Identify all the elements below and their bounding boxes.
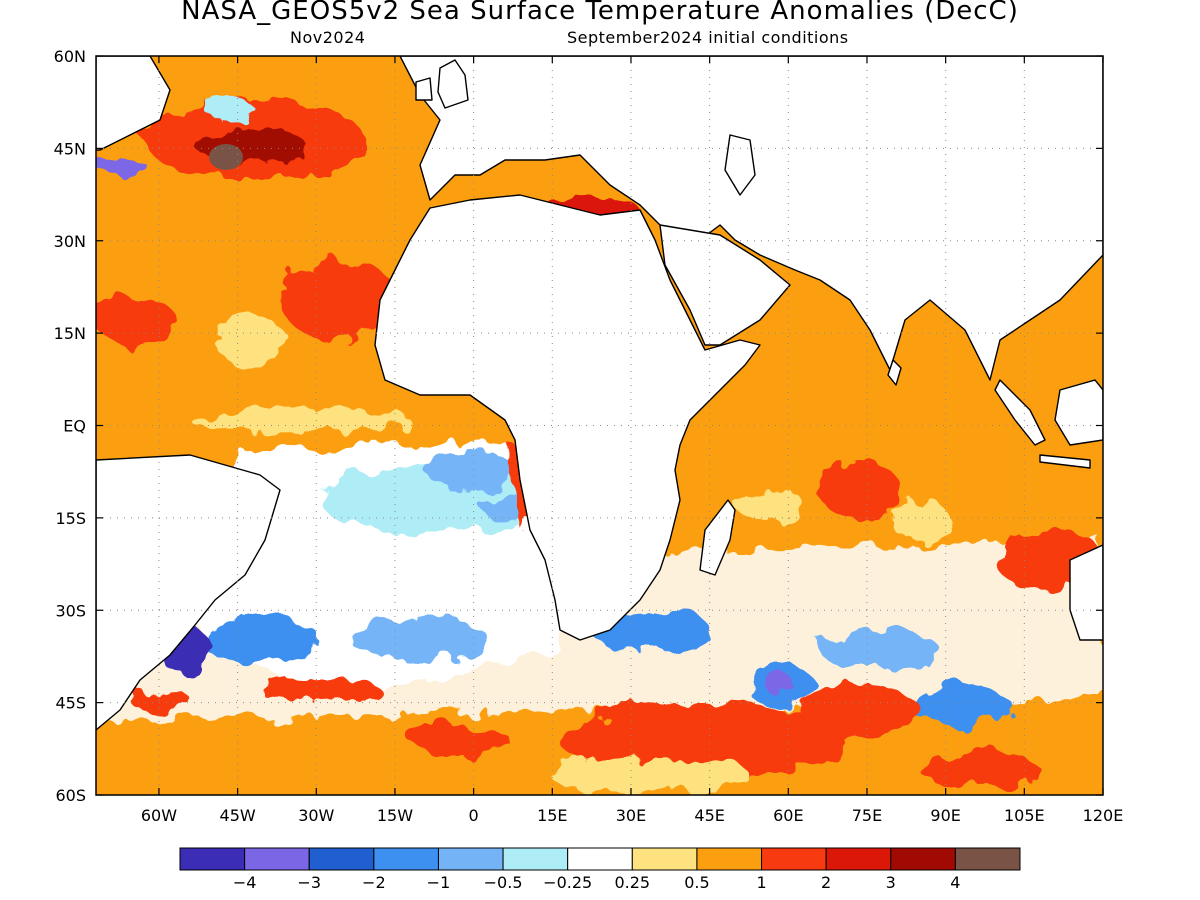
colorbar-label: 3 <box>886 873 896 892</box>
lat-tick-label: 45S <box>55 694 86 713</box>
lon-tick-label: 60E <box>773 806 803 825</box>
colorbar-swatch <box>954 847 1021 871</box>
colorbar-label: −3 <box>297 873 321 892</box>
colorbar-label: −2 <box>362 873 386 892</box>
caspian-sea <box>724 134 756 196</box>
australia-landmass <box>1069 544 1103 641</box>
south-america-landmass <box>96 454 281 731</box>
colorbar-label: 1 <box>756 873 766 892</box>
colorbar-swatch <box>567 847 633 871</box>
warm-patch <box>96 295 175 345</box>
java-landmass <box>1039 454 1091 469</box>
mild-warm-patch <box>550 757 750 793</box>
lat-tick-label: 15N <box>54 324 86 343</box>
borneo-landmass <box>1054 379 1103 446</box>
colorbar-swatch <box>696 847 763 871</box>
ireland-landmass <box>415 77 433 101</box>
sri-lanka-landmass <box>887 359 902 386</box>
cool-patch <box>910 683 1010 727</box>
warm-patch <box>820 460 900 520</box>
lon-tick-label: 30E <box>616 806 646 825</box>
lon-tick-label: 45W <box>220 806 256 825</box>
lon-tick-label: 90E <box>930 806 960 825</box>
axis-ticks: 60N 45N 30N 15N EQ 15S 30S 45S 60S 60W 45W 30W 15W 0 1… <box>54 47 1124 825</box>
colorbar: −4 −3 −2 −1 −0.5 −0.25 0.25 0.5 1 2 3 4 <box>179 847 1021 892</box>
lon-tick-label: 15E <box>537 806 567 825</box>
mild-warm-patch <box>190 408 410 432</box>
lat-tick-label: 45N <box>54 139 86 158</box>
anomaly-field <box>96 56 1103 795</box>
arabian-peninsula-landmass <box>659 224 791 346</box>
warm-patch <box>920 752 1040 788</box>
warm-patch <box>800 685 920 735</box>
mild-warm-patch <box>215 315 285 365</box>
map-title: NASA_GEOS5v2 Sea Surface Temperature Ano… <box>181 0 1019 26</box>
cool-patch <box>200 615 320 665</box>
lat-tick-label: 15S <box>55 509 86 528</box>
colorbar-swatch <box>502 847 569 871</box>
british-isles-landmass <box>437 59 469 109</box>
colorbar-label: −0.5 <box>484 873 523 892</box>
lat-tick-label: EQ <box>63 417 86 436</box>
warm-patch <box>280 260 400 340</box>
warm-patch <box>410 725 510 755</box>
land-masses <box>96 56 1103 731</box>
lon-tick-label: 105E <box>1004 806 1045 825</box>
strong-cool-patch <box>96 155 145 175</box>
colorbar-swatch <box>373 847 439 871</box>
lon-tick-label: 75E <box>852 806 882 825</box>
colorbar-label: 0.25 <box>614 873 650 892</box>
colorbar-label: −4 <box>233 873 257 892</box>
lon-tick-label: 60W <box>141 806 177 825</box>
sumatra-landmass <box>994 379 1046 446</box>
lat-tick-label: 60N <box>54 47 86 66</box>
lon-tick-label: 0 <box>469 806 479 825</box>
cool-patch <box>205 100 255 120</box>
colorbar-swatch <box>308 847 375 871</box>
forecast-month-label: Nov2024 <box>290 28 366 47</box>
mild-warm-patch <box>735 490 805 520</box>
colorbar-swatch <box>631 847 698 871</box>
colorbar-swatch <box>890 847 956 871</box>
colorbar-label: 2 <box>821 873 831 892</box>
colorbar-swatch <box>437 847 504 871</box>
lon-tick-label: 30W <box>298 806 334 825</box>
colorbar-label: 4 <box>950 873 960 892</box>
eurasia-landmass <box>399 56 1103 381</box>
warm-patch <box>130 688 190 712</box>
extreme-warm-patch <box>209 144 243 170</box>
colorbar-label: −1 <box>427 873 451 892</box>
cool-patch <box>820 630 940 670</box>
lon-tick-label: 45E <box>694 806 724 825</box>
lat-tick-label: 30S <box>55 601 86 620</box>
colorbar-swatch <box>825 847 892 871</box>
initial-conditions-label: September2024 initial conditions <box>567 28 849 47</box>
colorbar-label: −0.25 <box>543 873 592 892</box>
warm-patch <box>260 675 380 705</box>
lon-tick-label: 15W <box>377 806 413 825</box>
cool-patch <box>425 452 515 488</box>
lat-tick-label: 30N <box>54 232 86 251</box>
colorbar-label: 0.5 <box>684 873 709 892</box>
colorbar-swatch <box>244 847 310 871</box>
mild-warm-patch <box>890 500 950 540</box>
africa-landmass <box>374 194 761 641</box>
colorbar-swatch <box>761 847 827 871</box>
lat-tick-label: 60S <box>55 786 86 805</box>
cool-patch <box>350 620 490 660</box>
strong-cool-patch <box>765 675 795 695</box>
colorbar-swatch <box>179 847 246 871</box>
lon-tick-label: 120E <box>1083 806 1124 825</box>
madagascar-landmass <box>699 499 736 576</box>
